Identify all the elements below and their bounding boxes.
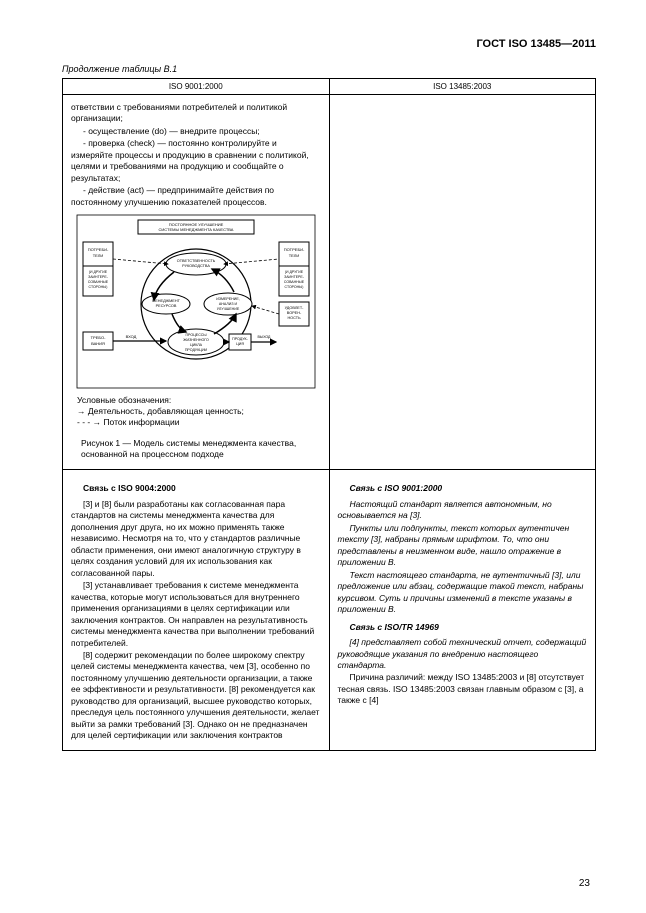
cell-top-left: ответствии с требованиями потребителей и… bbox=[63, 95, 330, 470]
svg-text:УЛУЧШЕНИЕ: УЛУЧШЕНИЕ bbox=[217, 307, 240, 311]
list-item: - осуществление (do) — внедрите процессы… bbox=[71, 126, 321, 137]
svg-text:СОВАННЫЕ: СОВАННЫЕ bbox=[284, 280, 305, 284]
legend-title: Условные обозначения: bbox=[77, 395, 321, 406]
svg-text:УДОВЛЕТ-: УДОВЛЕТ- bbox=[284, 306, 304, 310]
para: [3] устанавливает требования к системе м… bbox=[71, 580, 321, 649]
svg-text:ВХОД: ВХОД bbox=[125, 334, 136, 339]
svg-text:ПРОЦЕССЫ: ПРОЦЕССЫ bbox=[185, 333, 206, 337]
page-number: 23 bbox=[579, 878, 590, 889]
svg-text:ПОТРЕБИ-: ПОТРЕБИ- bbox=[87, 247, 108, 252]
para: [8] содержит рекомендации по более широк… bbox=[71, 650, 321, 742]
page: ГОСТ ISO 13485—2011 Продолжение таблицы … bbox=[0, 0, 646, 781]
cell-bottom-right: Связь с ISO 9001:2000 Настоящий стандарт… bbox=[329, 470, 596, 750]
svg-text:ЦИЯ: ЦИЯ bbox=[236, 342, 244, 346]
para: Пункты или подпункты, текст которых ауте… bbox=[338, 523, 588, 569]
svg-text:ЗАИНТЕРЕ-: ЗАИНТЕРЕ- bbox=[284, 275, 305, 279]
section-heading: Связь с ISO 9001:2000 bbox=[338, 483, 588, 494]
svg-text:ПОТРЕБИ-: ПОТРЕБИ- bbox=[283, 247, 304, 252]
svg-text:НОСТЬ: НОСТЬ bbox=[287, 316, 301, 320]
para: [4] представляет собой технический отчет… bbox=[338, 637, 588, 671]
svg-text:ТРЕБО-: ТРЕБО- bbox=[90, 335, 105, 340]
svg-text:(И ДРУГИЕ: (И ДРУГИЕ bbox=[89, 270, 108, 274]
svg-text:РУКОВОДСТВА: РУКОВОДСТВА bbox=[182, 264, 210, 268]
svg-text:ВОРЕН-: ВОРЕН- bbox=[287, 311, 302, 315]
svg-text:ТЕЛИ: ТЕЛИ bbox=[92, 253, 103, 258]
svg-text:ВЫХОД: ВЫХОД bbox=[257, 335, 271, 339]
list-item: - действие (act) — предпринимайте действ… bbox=[71, 185, 321, 208]
svg-text:ПРОДУКЦИИ: ПРОДУКЦИИ bbox=[185, 348, 208, 352]
cell-top-right bbox=[329, 95, 596, 470]
para: Настоящий стандарт является автономным, … bbox=[338, 499, 588, 522]
svg-text:ОТВЕТСТВЕННОСТЬ: ОТВЕТСТВЕННОСТЬ bbox=[176, 259, 215, 263]
svg-text:СТОРОНЫ): СТОРОНЫ) bbox=[88, 285, 107, 289]
para: Текст настоящего стандарта, не аутентичн… bbox=[338, 570, 588, 616]
svg-text:ЗАИНТЕРЕ-: ЗАИНТЕРЕ- bbox=[88, 275, 109, 279]
svg-text:ЦИКЛА: ЦИКЛА bbox=[190, 343, 203, 347]
section-heading: Связь с ISO/TR 14969 bbox=[338, 622, 588, 633]
svg-text:ЖИЗНЕННОГО: ЖИЗНЕННОГО bbox=[183, 338, 209, 342]
para: Причина различий: между ISO 13485:2003 и… bbox=[338, 672, 588, 706]
svg-text:ВАНИЯ: ВАНИЯ bbox=[91, 341, 105, 346]
col-header-right: ISO 13485:2003 bbox=[329, 79, 596, 95]
figure-caption: Рисунок 1 — Модель системы менеджмента к… bbox=[81, 438, 321, 460]
comparison-table: ISO 9001:2000 ISO 13485:2003 ответствии … bbox=[62, 78, 596, 751]
svg-text:СОВАННЫЕ: СОВАННЫЕ bbox=[88, 280, 109, 284]
svg-text:РЕСУРСОВ: РЕСУРСОВ bbox=[155, 304, 176, 308]
svg-text:СТОРОНЫ): СТОРОНЫ) bbox=[284, 285, 303, 289]
legend: Условные обозначения: → Деятельность, до… bbox=[77, 395, 321, 428]
svg-text:(И ДРУГИЕ: (И ДРУГИЕ bbox=[285, 270, 304, 274]
svg-text:ТЕЛИ: ТЕЛИ bbox=[288, 253, 299, 258]
svg-text:ИЗМЕРЕНИЕ,: ИЗМЕРЕНИЕ, bbox=[216, 297, 240, 301]
process-model-diagram: ПОСТОЯННОЕ УЛУЧШЕНИЕ СИСТЕМЫ МЕНЕДЖМЕНТА… bbox=[76, 214, 316, 389]
svg-text:СИСТЕМЫ МЕНЕДЖМЕНТА КАЧЕСТВА: СИСТЕМЫ МЕНЕДЖМЕНТА КАЧЕСТВА bbox=[158, 227, 233, 232]
svg-text:ПРОДУК-: ПРОДУК- bbox=[232, 337, 248, 341]
para: ответствии с требованиями потребителей и… bbox=[71, 102, 321, 125]
svg-text:АНАЛИЗ И: АНАЛИЗ И bbox=[219, 302, 238, 306]
doc-header: ГОСТ ISO 13485—2011 bbox=[62, 38, 596, 50]
svg-text:МЕНЕДЖМЕНТ: МЕНЕДЖМЕНТ bbox=[152, 299, 180, 303]
col-header-left: ISO 9001:2000 bbox=[63, 79, 330, 95]
section-heading: Связь с ISO 9004:2000 bbox=[71, 483, 321, 494]
cell-bottom-left: Связь с ISO 9004:2000 [3] и [8] были раз… bbox=[63, 470, 330, 750]
legend-item: - - - → Поток информации bbox=[77, 417, 321, 428]
para: [3] и [8] были разработаны как согласова… bbox=[71, 499, 321, 579]
legend-item: → Деятельность, добавляющая ценность; bbox=[77, 406, 321, 417]
list-item: - проверка (check) — постоянно контролир… bbox=[71, 138, 321, 184]
table-continuation-caption: Продолжение таблицы В.1 bbox=[62, 64, 596, 74]
